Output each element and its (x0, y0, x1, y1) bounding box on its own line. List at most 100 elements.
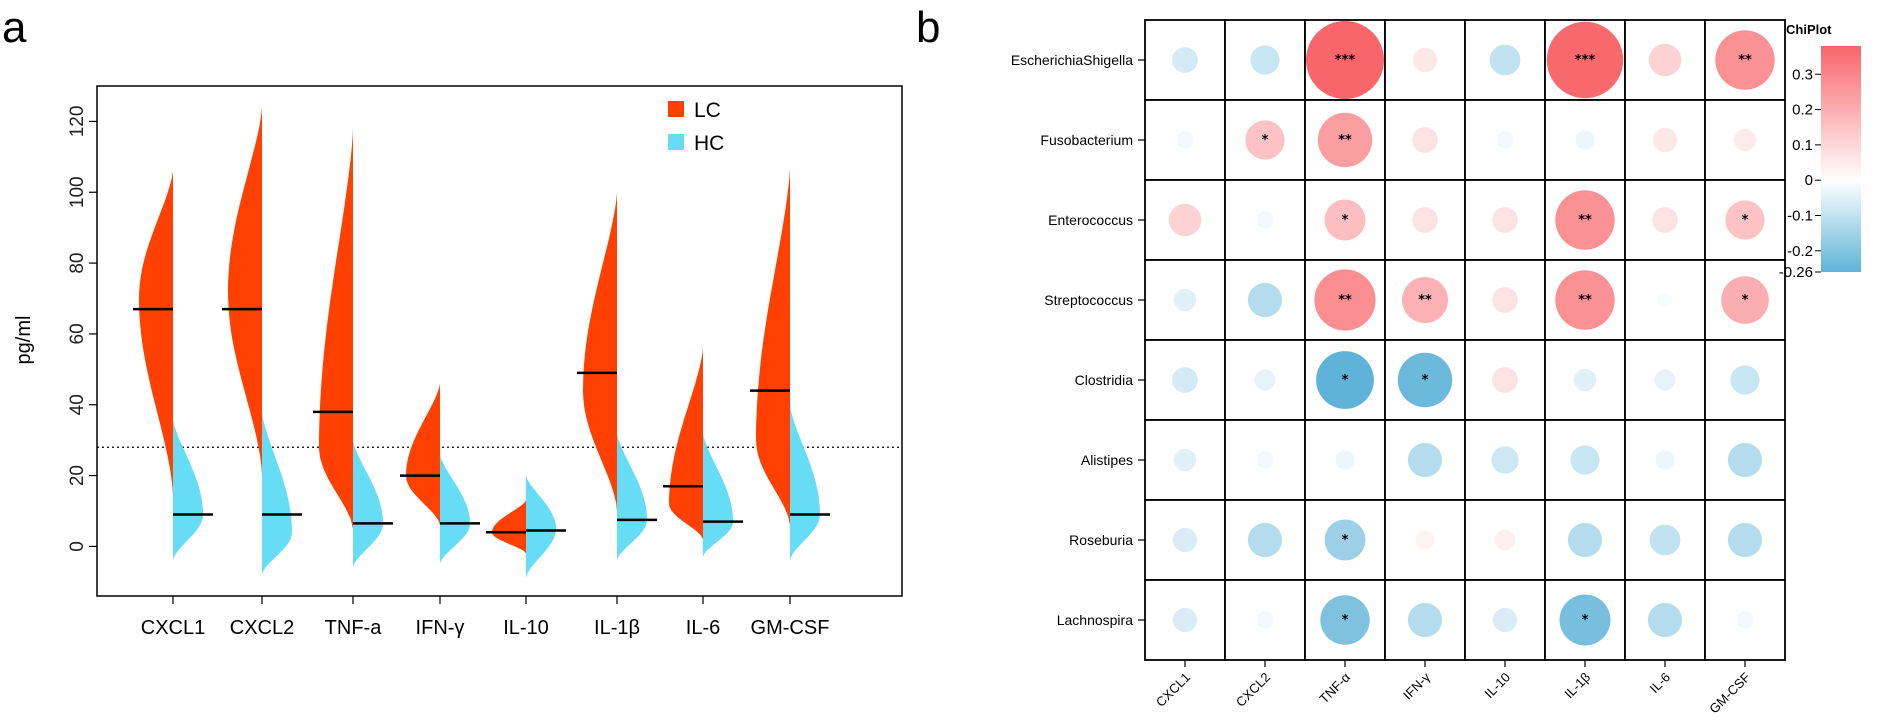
violin-hc (173, 418, 203, 561)
correlation-circle (1570, 445, 1600, 475)
correlation-circle (1657, 292, 1673, 308)
significance-stars: *** (1575, 53, 1596, 68)
heatmap-cells: *** *** *** *** ** *** ** ** ** *** * (1144, 19, 1786, 661)
correlation-heatmap: *** *** *** *** ** *** ** ** ** *** * EscherichiaS… (1011, 19, 1861, 716)
column-label: IL-10 (1482, 670, 1514, 702)
correlation-circle (1730, 365, 1760, 395)
heatmap-cell (1464, 419, 1546, 501)
significance-stars: ** (1578, 293, 1592, 308)
y-tick-label: 60 (67, 323, 88, 344)
correlation-circle (1727, 442, 1763, 478)
correlation-circle (1573, 368, 1597, 392)
correlation-circle (1316, 351, 1374, 409)
correlation-circle (1173, 288, 1197, 312)
colorbar-tick-label: -0.2 (1787, 243, 1813, 260)
correlation-circle (1492, 207, 1518, 233)
panel-a-label: a (2, 3, 27, 52)
legend-swatch-lc (668, 101, 684, 117)
x-tick-label: IL-1β (594, 617, 640, 639)
violin-hc (617, 433, 647, 561)
x-tick-label: CXCL1 (141, 617, 205, 639)
correlation-circle (1317, 112, 1373, 168)
x-tick-label: TNF-a (325, 617, 383, 639)
correlation-circle (1492, 287, 1518, 313)
correlation-circle (1727, 522, 1763, 558)
significance-stars: * (1422, 373, 1429, 388)
correlation-circle (1648, 43, 1682, 77)
significance-stars: * (1342, 373, 1349, 388)
y-tick-label: 0 (67, 541, 88, 552)
column-label: GM-CSF (1706, 669, 1753, 716)
violin-lc (228, 107, 262, 476)
violin-hc (526, 475, 556, 579)
legend: LC HC (668, 99, 724, 155)
correlation-circle (1176, 131, 1194, 149)
violins (133, 107, 830, 579)
colorbar-tick-label: 0 (1805, 172, 1813, 189)
significance-stars: * (1342, 613, 1349, 628)
plot-frame (96, 85, 903, 597)
y-axis-title: pg/ml (13, 316, 35, 365)
violin-hc (353, 440, 383, 568)
correlation-circle (1172, 527, 1198, 553)
heatmap-cell (1704, 419, 1786, 501)
violin-lc (492, 500, 526, 554)
violin-lc (139, 171, 173, 497)
significance-stars: * (1742, 213, 1749, 228)
colorbar: ChiPlot 0.3 0.2 0.1 0 -0.1 -0.2 -0.26 (1779, 22, 1861, 281)
correlation-circle (1324, 199, 1366, 241)
violin-lc (669, 348, 703, 540)
colorbar-tick-label: -0.1 (1787, 208, 1813, 225)
column-label: CXCL1 (1153, 670, 1193, 710)
correlation-circle (1725, 200, 1765, 240)
correlation-circle (1491, 446, 1519, 474)
correlation-circle (1324, 519, 1366, 561)
x-tick-label: IL-10 (503, 617, 549, 639)
x-tick-label: GM-CSF (751, 617, 830, 639)
correlation-circle (1652, 207, 1678, 233)
correlation-circle (1412, 127, 1438, 153)
row-label: Fusobacterium (1040, 132, 1133, 148)
colorbar-ticks: 0.3 0.2 0.1 0 -0.1 -0.2 -0.26 (1779, 66, 1821, 281)
colorbar-tick-label: -0.26 (1779, 264, 1813, 281)
violin-hc (262, 411, 292, 575)
violin-lc (583, 192, 617, 511)
significance-stars: ** (1578, 213, 1592, 228)
violin-chart: 0 20 40 60 80 100 120 CXCL1 CXCL2 TNF-a IFN-γ IL-1… (13, 85, 903, 639)
correlation-circle (1172, 607, 1198, 633)
correlation-circle (1412, 47, 1438, 73)
colorbar-tick-label: 0.1 (1792, 137, 1813, 154)
y-tick-label: 100 (67, 176, 88, 208)
correlation-circle (1489, 44, 1521, 76)
correlation-circle (1306, 21, 1384, 99)
correlation-circle (1555, 270, 1615, 330)
x-tick-label: CXCL2 (230, 617, 294, 639)
correlation-circle (1247, 282, 1283, 318)
colorbar-tick-label: 0.3 (1792, 66, 1813, 83)
correlation-circle (1314, 269, 1376, 331)
violin-lc (756, 167, 790, 526)
violin-lc (319, 128, 353, 529)
correlation-circle (1245, 120, 1285, 160)
row-label: Lachnospira (1057, 612, 1133, 628)
colorbar-title: ChiPlot (1786, 22, 1832, 37)
column-label: TNF-α (1316, 669, 1353, 706)
y-tick-label: 20 (67, 465, 88, 486)
correlation-circle (1654, 369, 1676, 391)
correlation-circle (1407, 442, 1443, 478)
row-label: Enterococcus (1048, 212, 1133, 228)
correlation-circle (1256, 451, 1274, 469)
y-tick-label: 40 (67, 394, 88, 415)
row-label: Alistipes (1081, 452, 1133, 468)
x-tick-label: IL-6 (686, 617, 720, 639)
correlation-circle (1247, 522, 1283, 558)
column-label: CXCL2 (1233, 670, 1273, 710)
significance-stars: ** (1338, 133, 1352, 148)
violin-lc (406, 383, 440, 526)
significance-stars: * (1742, 293, 1749, 308)
row-label: Clostridia (1075, 372, 1134, 388)
significance-stars: ** (1338, 293, 1352, 308)
correlation-circle (1412, 207, 1438, 233)
significance-stars: *** (1335, 53, 1356, 68)
